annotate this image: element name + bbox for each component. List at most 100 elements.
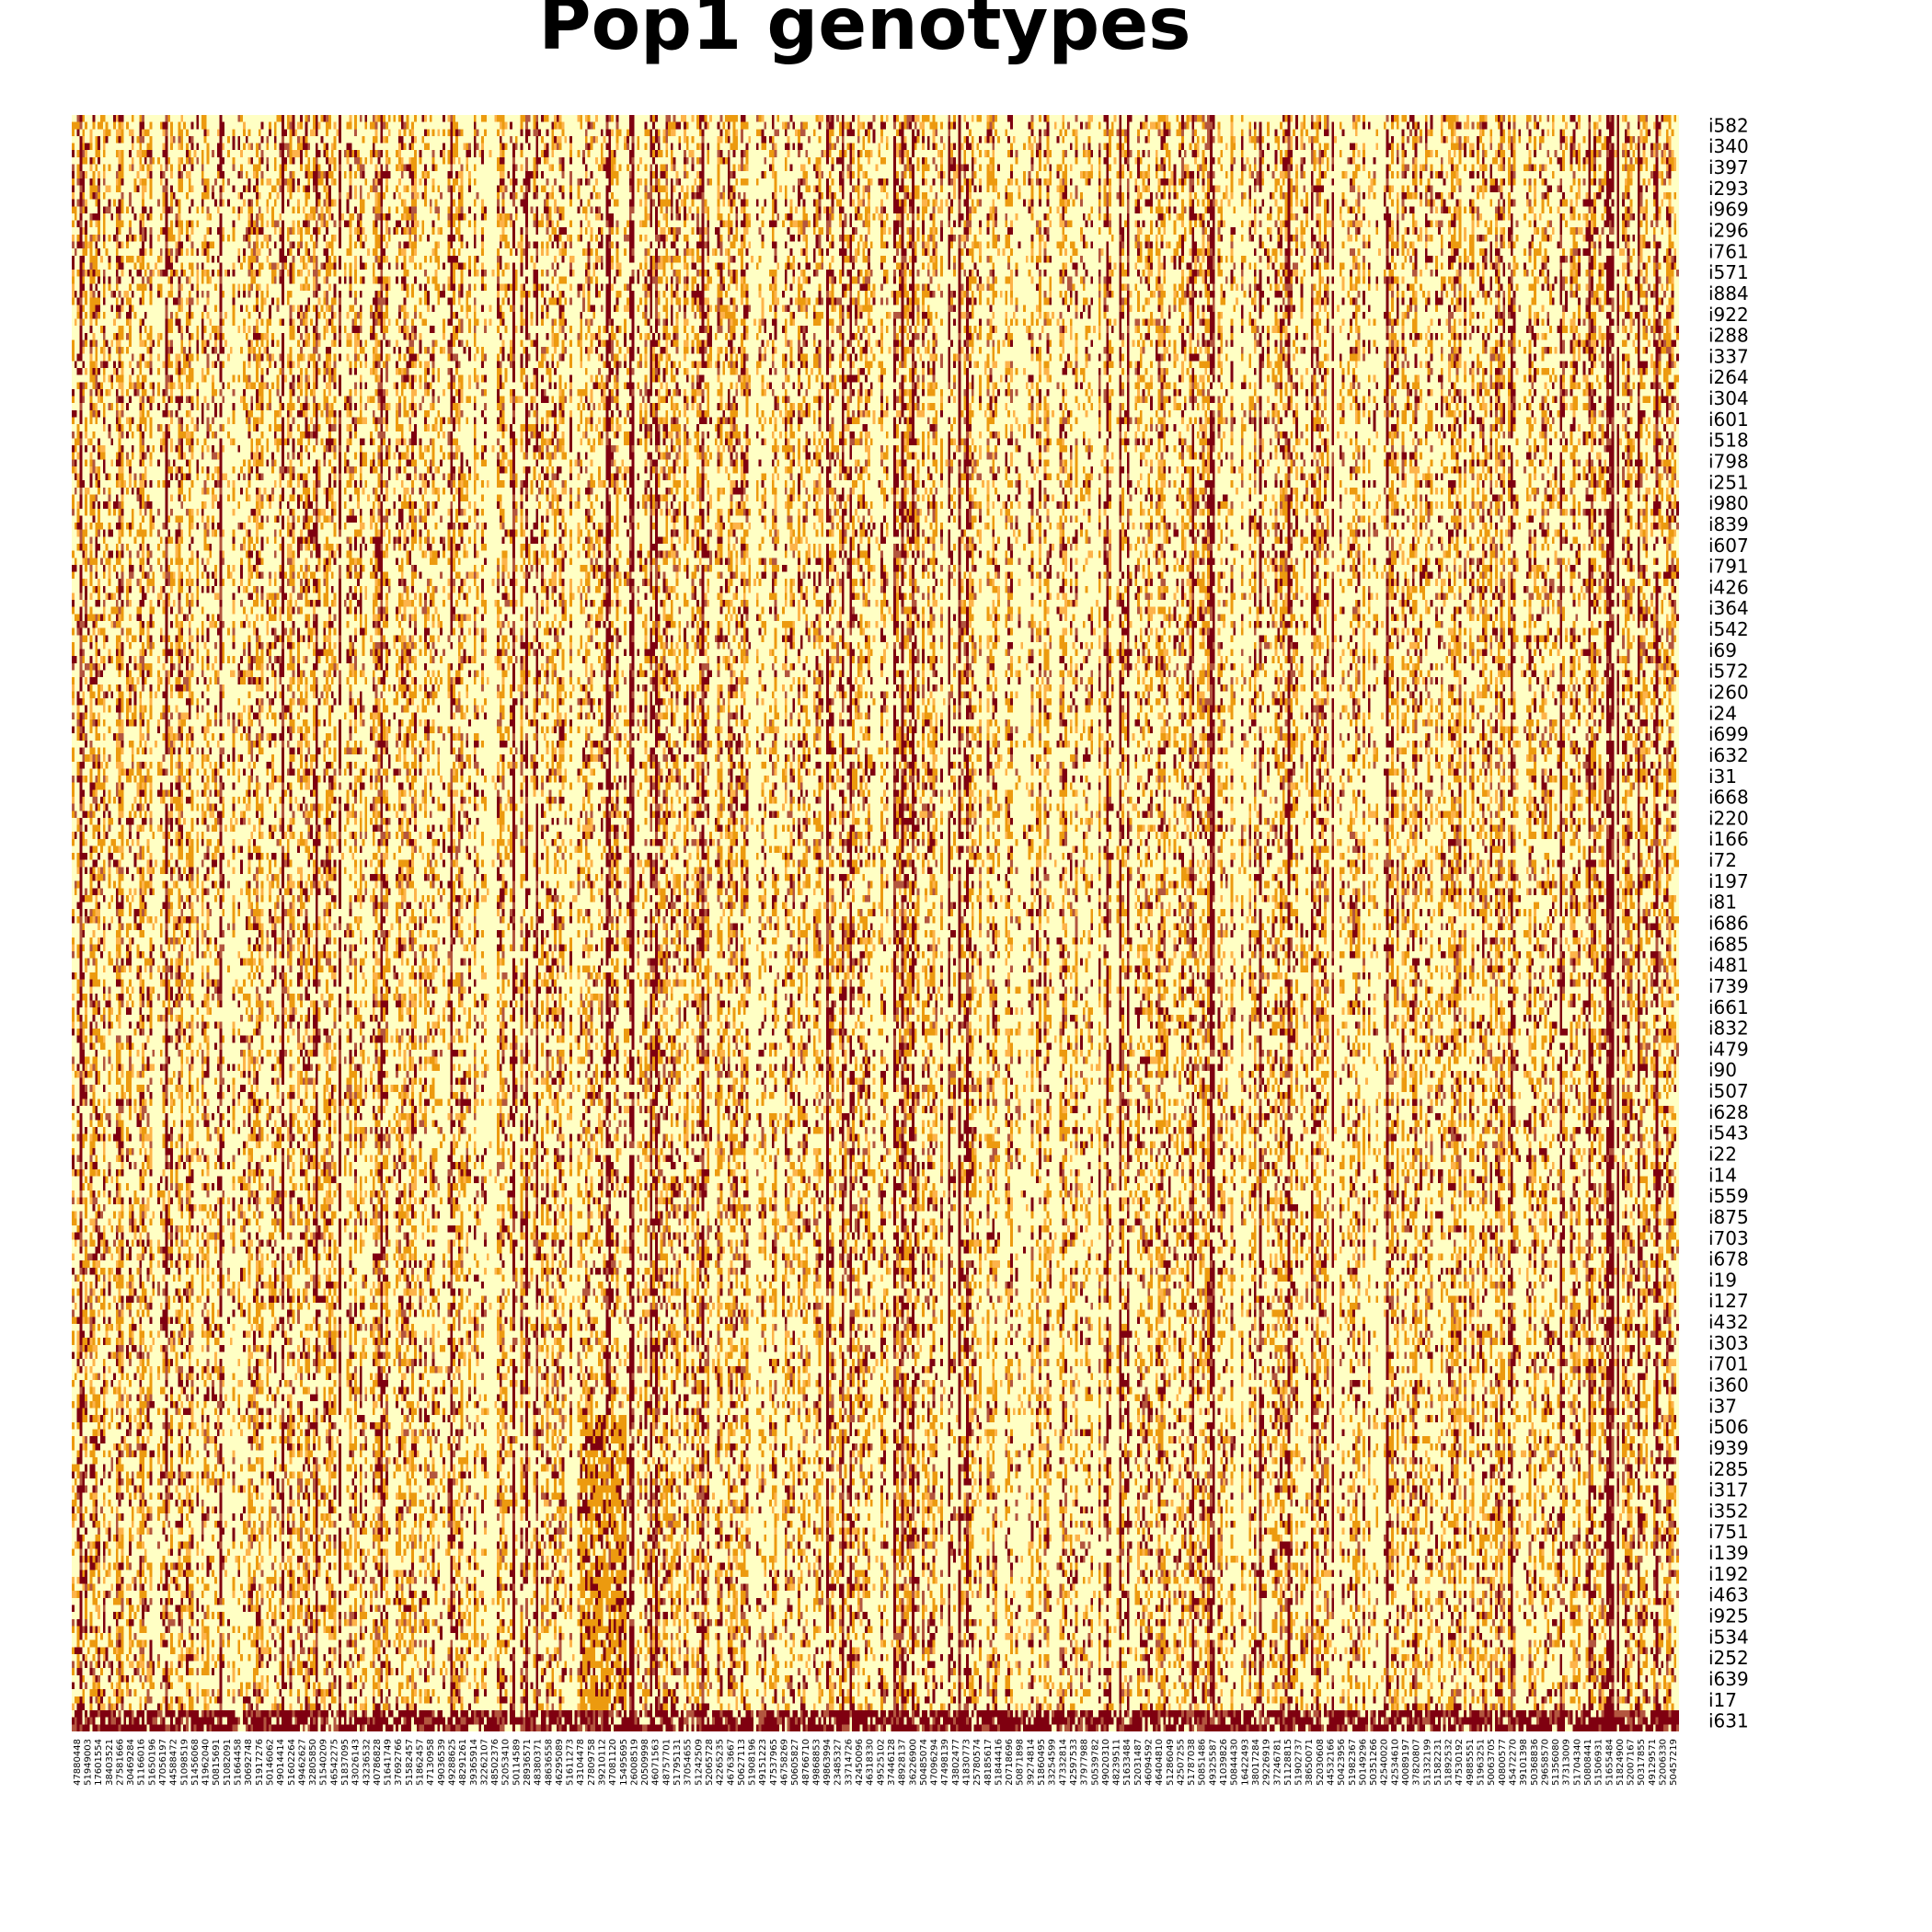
row-label: i661 bbox=[1708, 996, 1749, 1018]
column-label: 48757701 bbox=[661, 1739, 672, 1786]
column-label: 51704340 bbox=[1572, 1739, 1582, 1786]
column-label: 48239511 bbox=[1112, 1739, 1122, 1786]
column-label: 52030608 bbox=[1316, 1739, 1326, 1786]
column-label: 51641749 bbox=[384, 1739, 394, 1786]
row-label: i304 bbox=[1708, 387, 1749, 409]
column-label: 46404810 bbox=[1155, 1739, 1165, 1786]
column-label: 46763667 bbox=[726, 1739, 736, 1786]
row-label: i703 bbox=[1708, 1227, 1749, 1249]
column-label: 30692748 bbox=[244, 1739, 254, 1786]
column-label: 43802477 bbox=[951, 1739, 961, 1786]
column-label: 38403521 bbox=[105, 1739, 115, 1786]
column-label: 30469284 bbox=[126, 1739, 136, 1786]
column-label: 52007167 bbox=[1627, 1739, 1637, 1786]
row-label: i572 bbox=[1708, 661, 1749, 683]
row-label: i701 bbox=[1708, 1353, 1749, 1375]
column-label: 51242509 bbox=[694, 1739, 704, 1786]
row-label: i668 bbox=[1708, 787, 1749, 809]
row-label: i678 bbox=[1708, 1248, 1749, 1271]
column-label: 51332199 bbox=[1422, 1739, 1432, 1786]
column-label: 39101398 bbox=[1519, 1739, 1529, 1786]
column-label: 42507255 bbox=[1176, 1739, 1186, 1786]
column-label: 42540020 bbox=[1380, 1739, 1390, 1786]
column-label: 50808441 bbox=[1583, 1739, 1593, 1786]
column-label: 50627113 bbox=[737, 1739, 747, 1786]
row-label: i90 bbox=[1708, 1059, 1737, 1081]
column-label: 47880448 bbox=[73, 1739, 83, 1786]
row-label: i479 bbox=[1708, 1038, 1749, 1060]
row-label: i542 bbox=[1708, 618, 1749, 640]
column-label: 27581666 bbox=[115, 1739, 125, 1786]
row-label: i426 bbox=[1708, 576, 1749, 598]
heatmap-cells bbox=[72, 115, 1679, 1731]
row-label: i685 bbox=[1708, 933, 1749, 955]
row-label: i340 bbox=[1708, 135, 1749, 157]
column-label: 50844430 bbox=[1230, 1739, 1240, 1786]
row-label: i24 bbox=[1708, 702, 1737, 724]
column-label: 52031487 bbox=[1133, 1739, 1144, 1786]
column-label: 51917276 bbox=[255, 1739, 265, 1786]
column-label: 37446128 bbox=[887, 1739, 897, 1786]
column-label: 47530192 bbox=[1455, 1739, 1465, 1786]
column-label: 32805850 bbox=[308, 1739, 318, 1786]
column-label: 51286049 bbox=[1166, 1739, 1176, 1786]
column-label: 33714726 bbox=[844, 1739, 854, 1786]
column-label: 25780574 bbox=[972, 1739, 983, 1786]
row-label: i17 bbox=[1708, 1689, 1737, 1711]
column-label: 47096294 bbox=[930, 1739, 940, 1786]
row-label: i432 bbox=[1708, 1311, 1749, 1333]
column-label: 43104478 bbox=[576, 1739, 586, 1786]
column-label: 50485074 bbox=[919, 1739, 929, 1786]
row-label: i980 bbox=[1708, 492, 1749, 514]
column-label: 52065728 bbox=[705, 1739, 715, 1786]
row-label: i939 bbox=[1708, 1437, 1749, 1459]
column-label: 50368836 bbox=[1530, 1739, 1540, 1786]
column-label: 46071563 bbox=[651, 1739, 661, 1786]
column-label: 51949003 bbox=[83, 1739, 93, 1786]
column-label: 51128815 bbox=[1283, 1739, 1294, 1786]
row-label: i791 bbox=[1708, 556, 1749, 578]
column-label: 49525102 bbox=[876, 1739, 886, 1786]
column-label: 51860495 bbox=[1037, 1739, 1047, 1786]
row-label: i571 bbox=[1708, 261, 1749, 283]
column-label: 50317855 bbox=[1637, 1739, 1647, 1786]
column-label: 16422493 bbox=[1240, 1739, 1250, 1786]
column-label: 51166016 bbox=[137, 1739, 147, 1786]
column-label: 46758269 bbox=[780, 1739, 790, 1786]
row-label: i543 bbox=[1708, 1122, 1749, 1144]
column-label: 51844416 bbox=[994, 1739, 1004, 1786]
column-label: 48928137 bbox=[898, 1739, 908, 1786]
column-label: 17601554 bbox=[94, 1739, 104, 1786]
column-label: 48185617 bbox=[983, 1739, 994, 1786]
row-label: i220 bbox=[1708, 807, 1749, 829]
row-label: i197 bbox=[1708, 870, 1749, 892]
column-label: 50351266 bbox=[1369, 1739, 1379, 1786]
column-label: 41830773 bbox=[961, 1739, 972, 1786]
column-label: 51611273 bbox=[566, 1739, 576, 1786]
row-label: i14 bbox=[1708, 1164, 1737, 1186]
chart-title: Pop1 genotypes bbox=[538, 0, 1191, 66]
row-label: i364 bbox=[1708, 597, 1749, 619]
row-label: i352 bbox=[1708, 1500, 1749, 1522]
row-label: i506 bbox=[1708, 1416, 1749, 1438]
column-label: 51655484 bbox=[1604, 1739, 1615, 1786]
column-label: 51540209 bbox=[319, 1739, 329, 1786]
column-label: 41039826 bbox=[1219, 1739, 1229, 1786]
row-label: i639 bbox=[1708, 1668, 1749, 1690]
row-label: i37 bbox=[1708, 1395, 1737, 1417]
column-label: 49863994 bbox=[822, 1739, 833, 1786]
column-label: 49462627 bbox=[297, 1739, 307, 1786]
column-label: 51602264 bbox=[287, 1739, 297, 1786]
column-label: 46318330 bbox=[866, 1739, 876, 1786]
column-label: 44588472 bbox=[169, 1739, 179, 1786]
row-label: i139 bbox=[1708, 1542, 1749, 1564]
column-labels: 47880448 51949003 17601554 38403521 27581666… bbox=[73, 1739, 1679, 1786]
column-label: 51082091 bbox=[223, 1739, 233, 1786]
row-label: i481 bbox=[1708, 954, 1749, 976]
column-label: 37054655 bbox=[684, 1739, 694, 1786]
column-label: 32262107 bbox=[479, 1739, 489, 1786]
column-label: 52006330 bbox=[1659, 1739, 1669, 1786]
column-label: 51787038 bbox=[1187, 1739, 1197, 1786]
column-label: 51456068 bbox=[190, 1739, 201, 1786]
column-label: 20509998 bbox=[640, 1739, 650, 1786]
